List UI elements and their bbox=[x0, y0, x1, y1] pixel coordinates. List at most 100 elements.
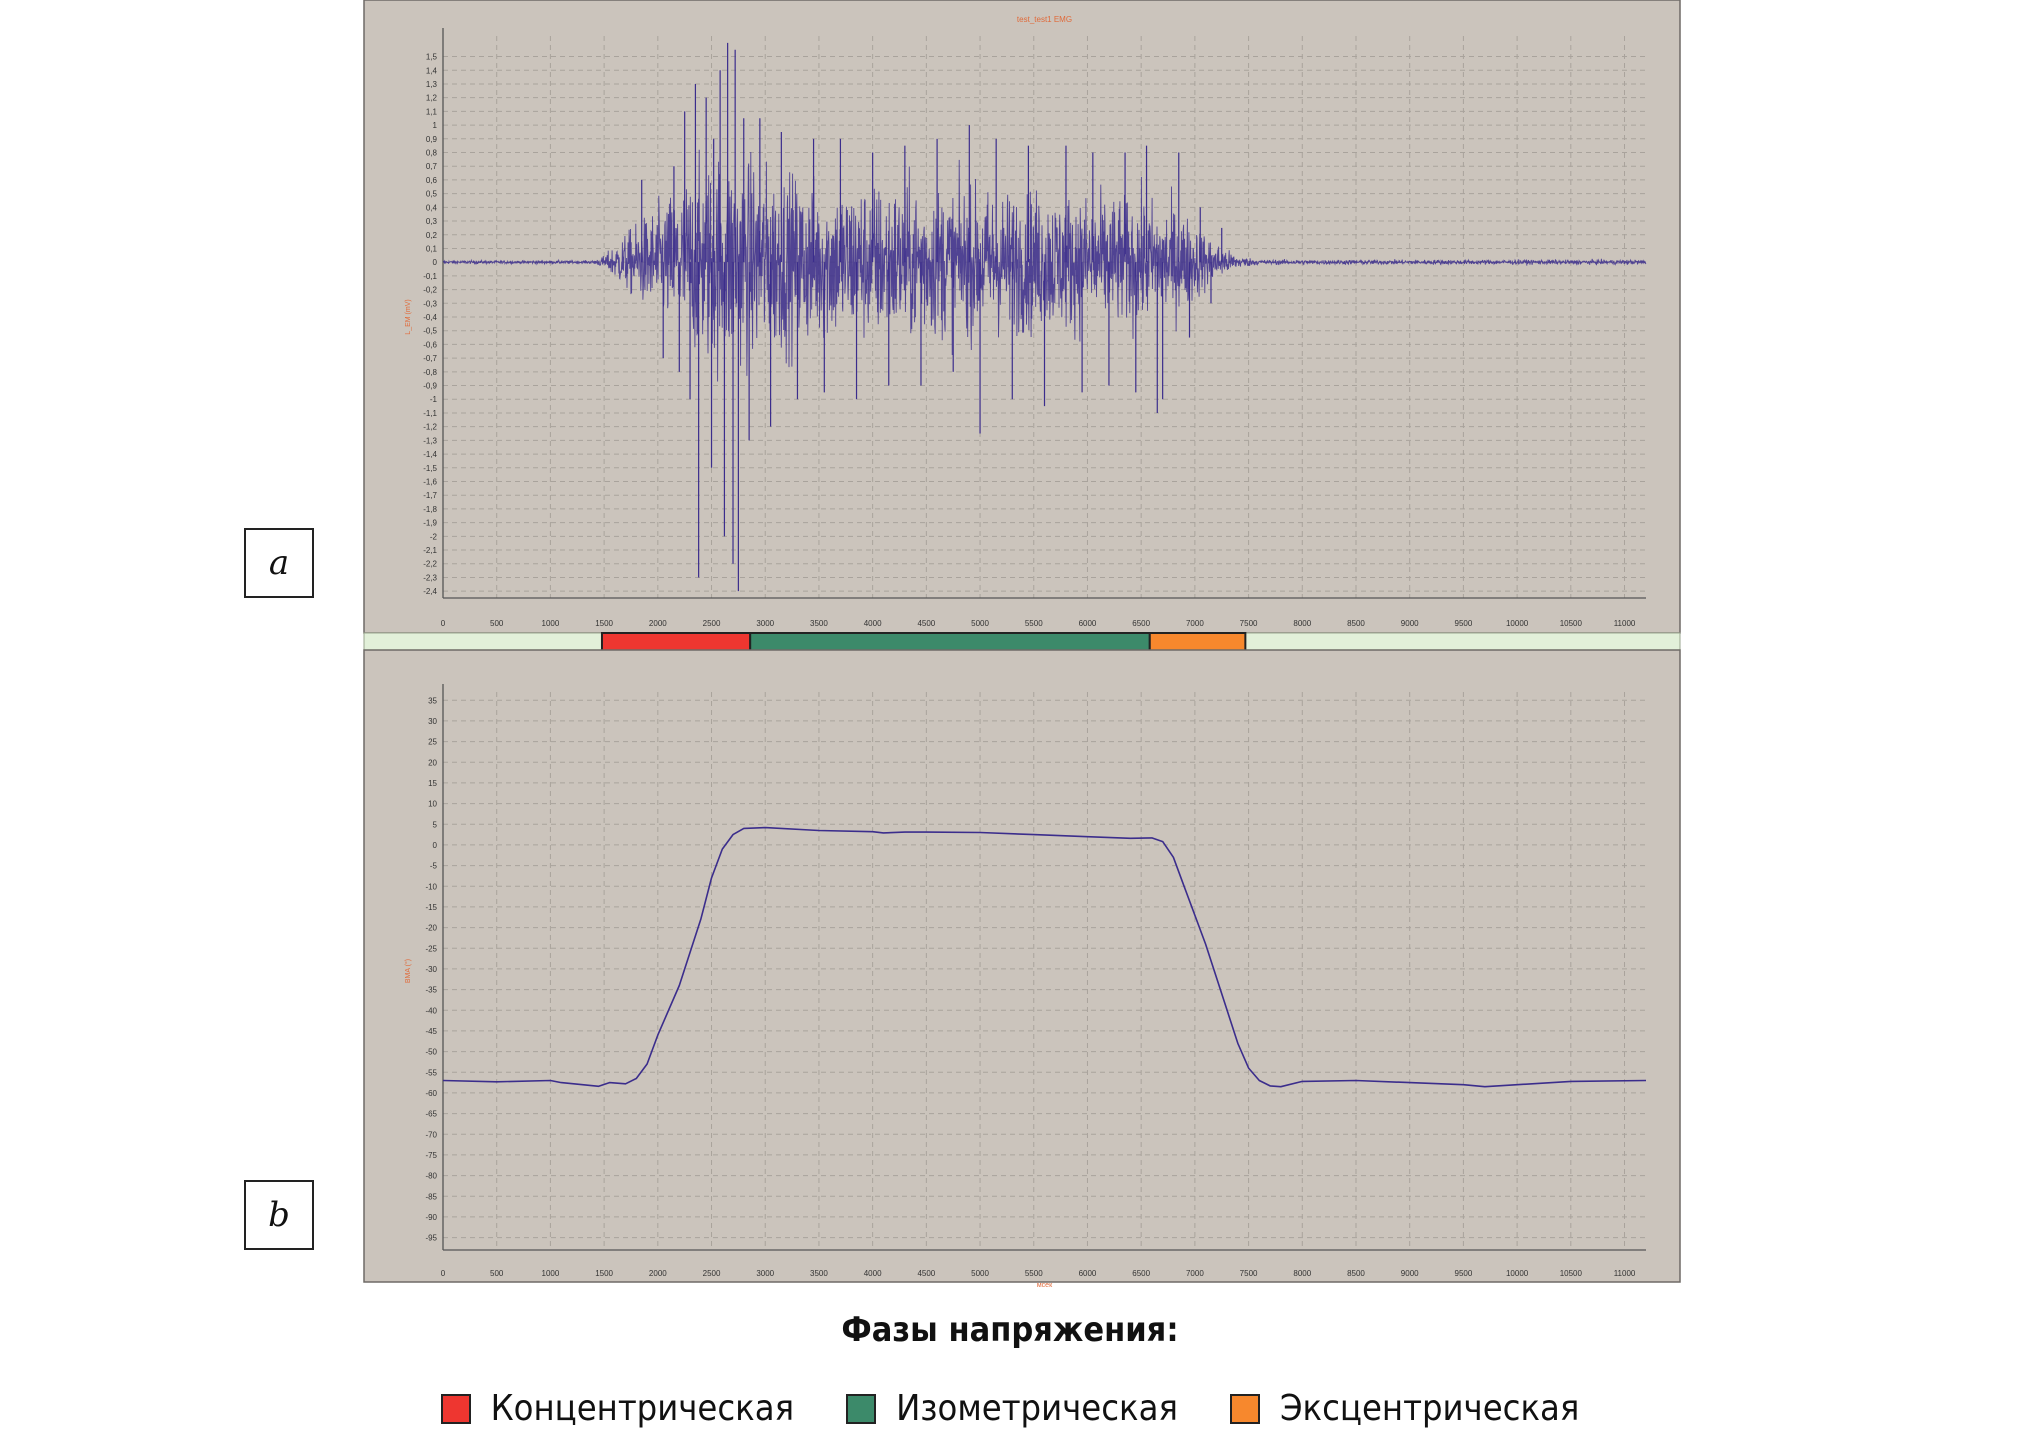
y-tick-label: -0,2 bbox=[423, 286, 437, 295]
x-tick-label: 1500 bbox=[595, 619, 613, 628]
x-tick-label: 7000 bbox=[1186, 619, 1204, 628]
emg-spikes bbox=[641, 42, 1223, 592]
y-tick-label: -95 bbox=[425, 1234, 437, 1243]
y-tick-label: 0,8 bbox=[426, 149, 438, 158]
legend-label-concentric: Концентрическая bbox=[490, 1388, 795, 1429]
y-tick-label: 0,7 bbox=[426, 162, 438, 171]
y-tick-label: 0,1 bbox=[426, 244, 438, 253]
y-tick-label: -0,1 bbox=[423, 272, 437, 281]
legend-swatch-isometric bbox=[846, 1393, 877, 1424]
y-tick-label: 0,9 bbox=[426, 135, 438, 144]
x-tick-label: 6000 bbox=[1079, 619, 1097, 628]
legend-swatch-eccentric bbox=[1229, 1393, 1260, 1424]
y-tick-label: -2,1 bbox=[423, 546, 437, 555]
y-tick-label: -1,1 bbox=[423, 409, 437, 418]
x-tick-label: 3500 bbox=[810, 619, 828, 628]
x-tick-label: 11000 bbox=[1614, 1269, 1636, 1278]
emg-panel: 0 500 1000 1500 2000 2500 3000 3500 4000 4500 5000… bbox=[363, 0, 1681, 639]
x-tick-label: 4000 bbox=[864, 1269, 882, 1278]
y-tick-label: 0,4 bbox=[426, 203, 438, 212]
x-tick-label: 7000 bbox=[1186, 1269, 1204, 1278]
y-tick-label: -80 bbox=[425, 1172, 437, 1181]
legend-label-isometric: Изометрическая bbox=[896, 1388, 1178, 1429]
y-tick-label: 10 bbox=[428, 800, 437, 809]
x-tick-label: 9500 bbox=[1455, 619, 1473, 628]
y-tick-label: 1 bbox=[433, 121, 438, 130]
x-tick-label: 8000 bbox=[1293, 619, 1311, 628]
x-tick-label: 9500 bbox=[1455, 1269, 1473, 1278]
y-tick-label: -1,8 bbox=[423, 505, 437, 514]
legend-item-isometric: Изометрическая bbox=[846, 1388, 1178, 1429]
x-tick-label: 8500 bbox=[1347, 619, 1365, 628]
x-tick-label: 8500 bbox=[1347, 1269, 1365, 1278]
x-tick-label: 500 bbox=[490, 1269, 504, 1278]
y-tick-label: 1,4 bbox=[426, 66, 438, 75]
y-tick-label: -0,9 bbox=[423, 382, 437, 391]
y-tick-label: -0,7 bbox=[423, 354, 437, 363]
y-tick-label: -10 bbox=[425, 882, 437, 891]
y-tick-label: -90 bbox=[425, 1213, 437, 1222]
y-tick-label: -25 bbox=[425, 944, 437, 953]
x-tick-label: 5500 bbox=[1025, 619, 1043, 628]
y-tick-label: -75 bbox=[425, 1151, 437, 1160]
x-tick-label: 4500 bbox=[917, 619, 935, 628]
x-tick-label: 6000 bbox=[1079, 1269, 1097, 1278]
y-tick-label: 20 bbox=[428, 758, 437, 767]
y-tick-label: 1,5 bbox=[426, 53, 438, 62]
angle-panel: 0 500 1000 1500 2000 2500 3000 3500 4000 4500 5000… bbox=[363, 649, 1681, 1289]
x-tick-label: 10500 bbox=[1560, 1269, 1583, 1278]
y-tick-label: -0,6 bbox=[423, 340, 437, 349]
x-axis-label: мсек bbox=[1037, 1282, 1053, 1289]
x-tick-label: 7500 bbox=[1240, 619, 1258, 628]
x-tick-label: 1000 bbox=[542, 1269, 560, 1278]
y-tick-label: -45 bbox=[425, 1027, 437, 1036]
y-tick-label: -0,5 bbox=[423, 327, 437, 336]
y-tick-label: -55 bbox=[425, 1068, 437, 1077]
y-tick-label: 1,1 bbox=[426, 107, 438, 116]
y-tick-label: -30 bbox=[425, 965, 437, 974]
x-tick-label: 1500 bbox=[595, 1269, 613, 1278]
y-tick-label: -20 bbox=[425, 924, 437, 933]
x-tick-label: 10500 bbox=[1560, 619, 1583, 628]
x-tick-label: 3000 bbox=[756, 1269, 774, 1278]
x-tick-label: 2500 bbox=[703, 1269, 721, 1278]
x-tick-label: 3500 bbox=[810, 1269, 828, 1278]
y-tick-label: -0,8 bbox=[423, 368, 437, 377]
y-tick-label: 0,6 bbox=[426, 176, 438, 185]
x-tick-label: 4000 bbox=[864, 619, 882, 628]
legend-item-concentric: Концентрическая bbox=[440, 1388, 795, 1429]
y-tick-label: 1,2 bbox=[426, 94, 438, 103]
y-tick-label: 0,5 bbox=[426, 190, 438, 199]
y-tick-label: -50 bbox=[425, 1048, 437, 1057]
x-tick-label: 11000 bbox=[1614, 619, 1636, 628]
y-tick-label: -1,6 bbox=[423, 477, 437, 486]
y-tick-label: -1,7 bbox=[423, 491, 437, 500]
y-tick-label: 0 bbox=[433, 841, 438, 850]
y-tick-label: -2 bbox=[430, 532, 438, 541]
y-tick-label: 30 bbox=[428, 717, 437, 726]
panel-label-a: a bbox=[244, 528, 314, 598]
y-tick-label: -1 bbox=[430, 395, 438, 404]
legend-label-eccentric: Эксцентрическая bbox=[1279, 1388, 1580, 1429]
x-tick-label: 5000 bbox=[971, 1269, 989, 1278]
y-tick-label: -85 bbox=[425, 1192, 437, 1201]
y-tick-label: -1,9 bbox=[423, 519, 437, 528]
y-tick-label: 0,3 bbox=[426, 217, 438, 226]
x-tick-label: 6500 bbox=[1132, 619, 1150, 628]
y-tick-label: 0 bbox=[433, 258, 438, 267]
y-tick-label: 5 bbox=[433, 820, 438, 829]
legend-item-eccentric: Эксцентрическая bbox=[1229, 1388, 1580, 1429]
y-tick-label: 1,3 bbox=[426, 80, 438, 89]
x-tick-label: 9000 bbox=[1401, 619, 1419, 628]
y-tick-label: 25 bbox=[428, 738, 437, 747]
x-tick-label: 2000 bbox=[649, 1269, 667, 1278]
phases-heading: Фазы напряжения: bbox=[841, 1310, 1179, 1350]
y-tick-label: 0,2 bbox=[426, 231, 438, 240]
y-tick-label: -2,4 bbox=[423, 587, 437, 596]
x-tick-label: 2000 bbox=[649, 619, 667, 628]
x-tick-label: 3000 bbox=[756, 619, 774, 628]
y-tick-label: -60 bbox=[425, 1089, 437, 1098]
plot-frame bbox=[363, 649, 1681, 1283]
y-tick-label: -15 bbox=[425, 903, 437, 912]
